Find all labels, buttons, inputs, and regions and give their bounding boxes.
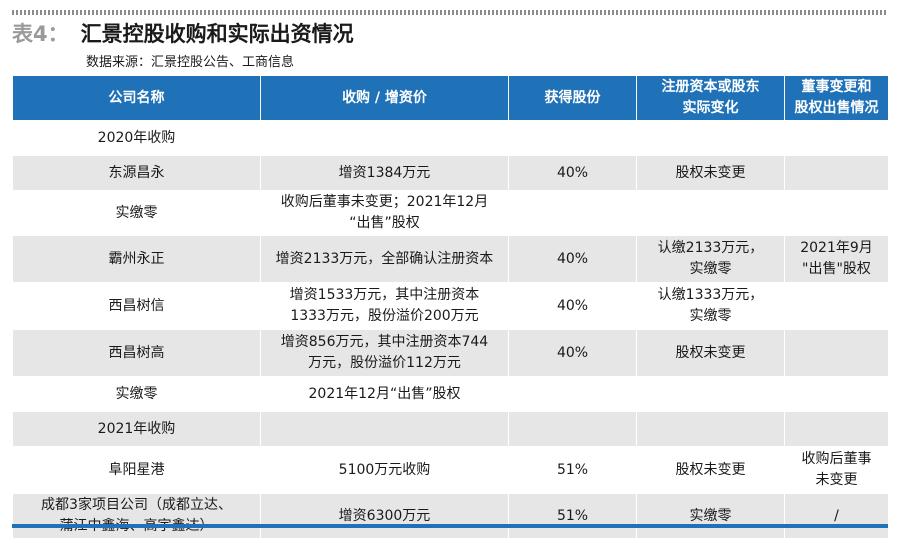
header-change: 注册资本或股东 实际变化: [636, 75, 785, 121]
cell-change: [636, 190, 785, 236]
cell-board: 收购后董事 未变更: [784, 446, 889, 494]
cell-change: [636, 411, 785, 447]
cell-share: 40%: [508, 155, 637, 191]
cell-change: 认缴1333万元， 实缴零: [636, 282, 785, 330]
header-share: 获得股份: [508, 75, 637, 121]
cell-board: [784, 329, 889, 377]
cell-share: [508, 190, 637, 236]
cell-share: [508, 120, 637, 156]
cell-share: 40%: [508, 329, 637, 377]
cell-price: 增资1533万元，其中注册资本 1333万元，股份溢价200万元: [260, 282, 509, 330]
title-text: 汇景控股收购和实际出资情况: [80, 22, 354, 46]
cell-company: 实缴零: [12, 190, 261, 236]
cell-company: 2021年收购: [12, 411, 261, 447]
header-company: 公司名称: [12, 75, 261, 121]
cell-change: 认缴2133万元， 实缴零: [636, 235, 785, 283]
cell-board: [784, 282, 889, 330]
header-board: 董事变更和 股权出售情况: [784, 75, 889, 121]
table-row: 实缴零 收购后董事未变更；2021年12月 “出售”股权: [12, 190, 889, 236]
table-row: 阜阳星港 5100万元收购 51% 股权未变更 收购后董事 未变更: [12, 446, 889, 494]
cell-price: 增资1384万元: [260, 155, 509, 191]
cell-company: 阜阳星港: [12, 446, 261, 494]
cell-price: [260, 120, 509, 156]
cell-board: [784, 190, 889, 236]
cell-board: /: [784, 493, 889, 539]
cell-price: 2021年12月“出售”股权: [260, 376, 509, 412]
cell-price: 收购后董事未变更；2021年12月 “出售”股权: [260, 190, 509, 236]
table-row: 西昌树高 增资856万元，其中注册资本744 万元，股份溢价112万元 40% 股权未变…: [12, 329, 889, 377]
table-row: 实缴零 2021年12月“出售”股权: [12, 376, 889, 412]
cell-board: [784, 376, 889, 412]
table-row: 霸州永正 增资2133万元，全部确认注册资本 40% 认缴2133万元， 实缴零 2021…: [12, 235, 889, 283]
table-row: 东源昌永 增资1384万元 40% 股权未变更: [12, 155, 889, 191]
header-price: 收购 / 增资价: [260, 75, 509, 121]
cell-change: [636, 376, 785, 412]
cell-price: [260, 411, 509, 447]
cell-change: [636, 120, 785, 156]
cell-company: 西昌树信: [12, 282, 261, 330]
cell-share: [508, 376, 637, 412]
cell-company: 西昌树高: [12, 329, 261, 377]
cell-company: 2020年收购: [12, 120, 261, 156]
table-row: 西昌树信 增资1533万元，其中注册资本 1333万元，股份溢价200万元 40% 认缴…: [12, 282, 889, 330]
page-title: 表4： 汇景控股收购和实际出资情况: [12, 18, 354, 48]
cell-change: 股权未变更: [636, 446, 785, 494]
table-row: 2020年收购: [12, 120, 889, 156]
cell-share: 51%: [508, 446, 637, 494]
cell-change: 实缴零: [636, 493, 785, 539]
cell-company: 成都3家项目公司（成都立达、蒲江中鑫海、高宇鑫达）: [12, 493, 261, 539]
cell-share: 40%: [508, 235, 637, 283]
data-source: 数据来源：汇景控股公告、工商信息: [86, 55, 295, 70]
cell-change: 股权未变更: [636, 155, 785, 191]
top-divider: [12, 10, 888, 15]
cell-board: 2021年9月 "出售"股权: [784, 235, 889, 283]
cell-price: 5100万元收购: [260, 446, 509, 494]
cell-share: [508, 411, 637, 447]
table-body: 2020年收购 东源昌永 增资1384万元 40% 股权未变更 实缴零 收购后董事未变更；2…: [12, 120, 889, 539]
cell-company: 霸州永正: [12, 235, 261, 283]
acquisition-table: 公司名称 收购 / 增资价 获得股份 注册资本或股东 实际变化 董事变更和 股权…: [12, 75, 889, 539]
bottom-divider: [12, 524, 888, 528]
title-prefix: 表4：: [12, 22, 69, 46]
cell-board: [784, 120, 889, 156]
cell-change: 股权未变更: [636, 329, 785, 377]
cell-company: 东源昌永: [12, 155, 261, 191]
table-row: 2021年收购: [12, 411, 889, 447]
cell-company: 实缴零: [12, 376, 261, 412]
cell-board: [784, 411, 889, 447]
cell-price: 增资6300万元: [260, 493, 509, 539]
table-header-row: 公司名称 收购 / 增资价 获得股份 注册资本或股东 实际变化 董事变更和 股权…: [12, 75, 889, 121]
cell-price: 增资856万元，其中注册资本744 万元，股份溢价112万元: [260, 329, 509, 377]
cell-share: 51%: [508, 493, 637, 539]
cell-share: 40%: [508, 282, 637, 330]
cell-board: [784, 155, 889, 191]
cell-price: 增资2133万元，全部确认注册资本: [260, 235, 509, 283]
